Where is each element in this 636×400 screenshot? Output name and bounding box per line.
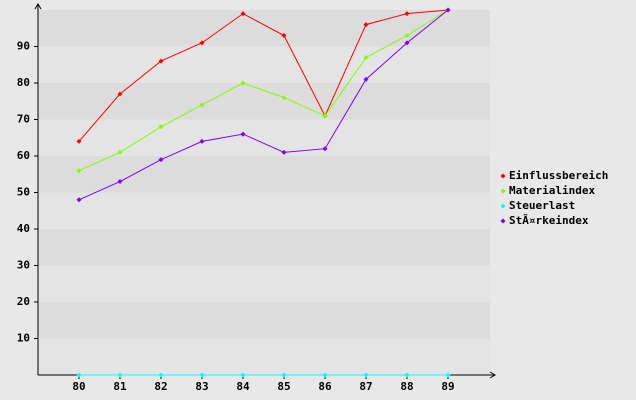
x-tick-label: 86 [318, 380, 332, 393]
plot-band [38, 338, 490, 375]
y-tick-label: 90 [17, 40, 30, 53]
y-tick-label: 50 [17, 186, 30, 199]
point [158, 58, 164, 64]
x-tick-label: 85 [277, 380, 290, 393]
plot-band [38, 46, 490, 83]
point [199, 138, 205, 144]
point [240, 11, 246, 17]
point [240, 372, 246, 378]
plot-band [38, 10, 490, 47]
legend-marker [500, 188, 506, 194]
x-tick-label: 84 [236, 380, 250, 393]
legend-label: Einflussbereich [509, 169, 608, 182]
point [158, 157, 164, 163]
series-line [78, 9, 449, 172]
point [281, 33, 287, 39]
point [76, 168, 82, 174]
point [445, 7, 451, 13]
point [117, 179, 123, 185]
plot-band [38, 192, 490, 229]
point [281, 95, 287, 101]
point [117, 372, 123, 378]
point [404, 33, 410, 39]
legend-marker [500, 173, 506, 179]
legend-label: StÃ¤rkeindex [509, 214, 589, 227]
point [363, 76, 369, 82]
plot-band [38, 119, 490, 156]
point [117, 149, 123, 155]
legend-label: Steuerlast [509, 199, 575, 212]
y-axis-arrow [34, 3, 42, 10]
y-tick-label: 80 [17, 76, 30, 89]
point [445, 372, 451, 378]
point [363, 54, 369, 60]
point [199, 40, 205, 46]
point [76, 138, 82, 144]
plot-band [38, 265, 490, 302]
point [322, 113, 328, 119]
plot-band [38, 302, 490, 339]
point [240, 131, 246, 137]
legend-marker [500, 218, 506, 224]
x-tick-label: 89 [441, 380, 454, 393]
point [322, 146, 328, 152]
point [363, 22, 369, 28]
plot-band [38, 156, 490, 193]
series-line [78, 9, 449, 142]
x-tick-label: 81 [113, 380, 127, 393]
point [404, 11, 410, 17]
x-tick-label: 88 [400, 380, 413, 393]
point [404, 372, 410, 378]
y-tick-label: 20 [17, 295, 30, 308]
x-tick-label: 80 [72, 380, 85, 393]
y-tick-label: 40 [17, 222, 30, 235]
legend-marker [500, 203, 506, 209]
series-line [78, 9, 449, 201]
point [76, 197, 82, 203]
x-axis-arrow [489, 371, 496, 379]
x-tick-label: 83 [195, 380, 208, 393]
point [363, 372, 369, 378]
point [281, 149, 287, 155]
x-tick-label: 87 [359, 380, 372, 393]
y-tick-label: 30 [17, 259, 30, 272]
point [281, 372, 287, 378]
y-tick-label: 10 [17, 332, 30, 345]
point [199, 102, 205, 108]
point [117, 91, 123, 97]
point [199, 372, 205, 378]
legend-label: Materialindex [509, 184, 595, 197]
plot-band [38, 229, 490, 266]
y-tick-label: 60 [17, 149, 30, 162]
point [158, 124, 164, 130]
point [322, 372, 328, 378]
point [240, 80, 246, 86]
y-tick-label: 70 [17, 113, 30, 126]
plot-band [38, 83, 490, 120]
point [404, 40, 410, 46]
point [76, 372, 82, 378]
x-tick-label: 82 [154, 380, 167, 393]
point [158, 372, 164, 378]
